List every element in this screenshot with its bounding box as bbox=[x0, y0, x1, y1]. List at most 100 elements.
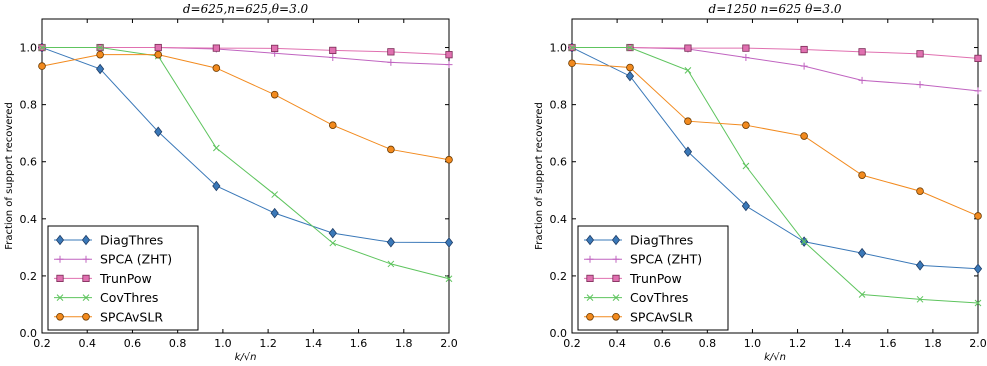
data-point bbox=[742, 162, 750, 170]
chart-panel-2: 0.2 0.4 0.6 0.8 1.0 1.2 1.4 1.6 1.8 2.00.00.20.40… bbox=[534, 2, 987, 363]
legend: DiagThres SPCA (ZHT) TrunPow CovThres SPCAvS… bbox=[577, 225, 729, 331]
data-point bbox=[96, 50, 104, 59]
data-point bbox=[741, 200, 751, 212]
legend-entry: DiagThres bbox=[54, 233, 163, 248]
legend-label: TrunPow bbox=[629, 271, 682, 286]
x-tick-label: 1.2 bbox=[789, 337, 807, 350]
data-point bbox=[858, 291, 866, 298]
x-axis-label: k/√n bbox=[764, 352, 786, 363]
x-tick-label: 1.8 bbox=[924, 337, 942, 350]
x-tick-label: 1.0 bbox=[744, 337, 762, 350]
legend-label: SPCAvSLR bbox=[630, 309, 693, 324]
legend-entry: CovThres bbox=[54, 290, 158, 305]
series-line bbox=[42, 47, 450, 56]
legend-marker bbox=[612, 274, 620, 283]
x-tick-label: 0.2 bbox=[33, 337, 51, 350]
data-point bbox=[800, 45, 808, 54]
chart-title: d=1250 n=625 θ=3.0 bbox=[709, 2, 842, 16]
x-tick-label: 1.4 bbox=[305, 337, 323, 350]
x-tick-label: 1.6 bbox=[350, 337, 368, 350]
legend-label: DiagThres bbox=[100, 233, 163, 248]
x-tick-label: 0.6 bbox=[653, 337, 671, 350]
data-point bbox=[916, 81, 924, 89]
legend-entry: SPCA (ZHT) bbox=[584, 252, 702, 267]
data-point bbox=[329, 46, 337, 55]
legend-marker bbox=[56, 274, 64, 283]
data-point bbox=[38, 44, 46, 51]
data-point bbox=[974, 299, 982, 307]
x-tick-label: 1.2 bbox=[259, 337, 277, 350]
data-point bbox=[329, 54, 337, 62]
data-point bbox=[684, 117, 692, 125]
y-tick-label: 0.8 bbox=[550, 99, 568, 112]
data-point bbox=[445, 51, 453, 59]
data-point bbox=[858, 76, 866, 84]
data-point bbox=[625, 70, 635, 82]
x-tick-label: 2.0 bbox=[440, 337, 458, 350]
series-spcavslr bbox=[568, 59, 982, 220]
data-point bbox=[857, 247, 867, 259]
y-tick-label: 0.2 bbox=[550, 270, 568, 283]
data-point bbox=[212, 144, 220, 152]
data-point bbox=[974, 54, 982, 62]
data-point bbox=[154, 126, 163, 138]
data-point bbox=[800, 62, 808, 70]
data-point bbox=[974, 212, 982, 220]
data-point bbox=[212, 64, 221, 72]
data-point bbox=[387, 145, 395, 154]
legend-marker bbox=[82, 312, 90, 321]
x-tick-label: 0.8 bbox=[699, 337, 717, 350]
series-line bbox=[571, 47, 979, 270]
legend-marker bbox=[612, 255, 620, 263]
legend-marker bbox=[82, 294, 90, 301]
series-line bbox=[42, 47, 450, 280]
data-point bbox=[387, 48, 395, 56]
data-point bbox=[568, 44, 576, 51]
data-point bbox=[684, 44, 692, 52]
legend-marker bbox=[56, 312, 64, 321]
data-point bbox=[38, 62, 46, 70]
x-tick-label: 2.0 bbox=[969, 337, 987, 350]
legend-marker bbox=[586, 274, 594, 283]
legend-label: CovThres bbox=[100, 290, 158, 305]
legend-entry: SPCAvSLR bbox=[54, 309, 163, 324]
data-point bbox=[386, 236, 395, 248]
legend-entry: DiagThres bbox=[584, 233, 693, 248]
data-point bbox=[916, 187, 924, 195]
x-tick-label: 0.4 bbox=[608, 337, 626, 350]
x-tick-label: 0.2 bbox=[563, 337, 581, 350]
series-line bbox=[41, 47, 450, 244]
y-tick-label: 0.6 bbox=[20, 156, 38, 169]
legend-entry: SPCA (ZHT) bbox=[54, 252, 172, 267]
legend-marker bbox=[612, 294, 620, 301]
legend-label: CovThres bbox=[630, 290, 688, 305]
data-point bbox=[974, 87, 982, 95]
data-point bbox=[916, 50, 924, 58]
data-point bbox=[858, 48, 866, 56]
data-point bbox=[96, 63, 105, 75]
data-point bbox=[154, 50, 163, 59]
legend-marker bbox=[82, 274, 90, 283]
data-point bbox=[683, 146, 693, 157]
y-axis-label: Fraction of support recovered bbox=[4, 102, 15, 250]
y-tick-label: 1.0 bbox=[550, 42, 568, 55]
data-point bbox=[271, 191, 279, 198]
data-point bbox=[916, 295, 924, 303]
legend-marker bbox=[611, 234, 621, 246]
legend-marker bbox=[612, 312, 620, 321]
series-line bbox=[571, 62, 979, 217]
y-tick-label: 1.0 bbox=[20, 42, 38, 55]
data-point bbox=[742, 121, 750, 129]
legend-marker bbox=[585, 234, 595, 246]
legend-marker bbox=[56, 255, 64, 263]
x-tick-label: 0.6 bbox=[124, 337, 142, 350]
legend-entry: TrunPow bbox=[54, 271, 152, 286]
data-point bbox=[328, 121, 337, 129]
legend-marker bbox=[81, 234, 91, 246]
chart-panel-1: 0.2 0.4 0.6 0.8 1.0 1.2 1.4 1.6 1.8 2.00.00.20.40… bbox=[4, 2, 458, 363]
series-line bbox=[572, 47, 979, 59]
data-point bbox=[568, 59, 576, 68]
legend-marker bbox=[586, 294, 594, 301]
data-point bbox=[387, 260, 395, 268]
